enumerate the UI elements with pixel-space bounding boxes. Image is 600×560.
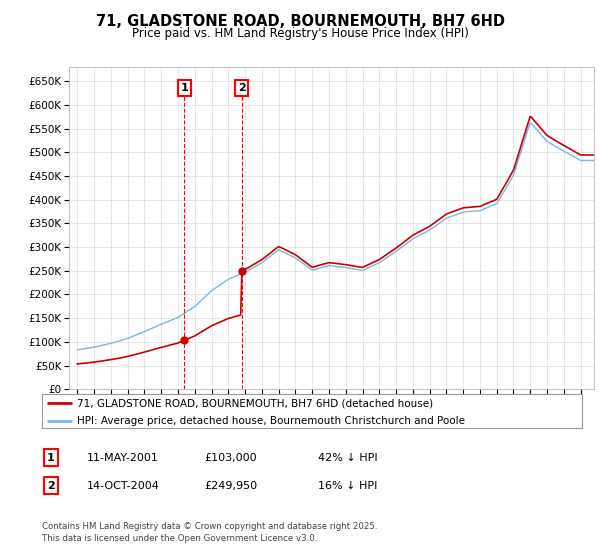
Text: £249,950: £249,950 [204,480,257,491]
Text: 1: 1 [47,452,55,463]
Text: 42% ↓ HPI: 42% ↓ HPI [318,452,377,463]
Text: 1: 1 [181,83,188,93]
Text: 14-OCT-2004: 14-OCT-2004 [87,480,160,491]
Text: 71, GLADSTONE ROAD, BOURNEMOUTH, BH7 6HD: 71, GLADSTONE ROAD, BOURNEMOUTH, BH7 6HD [95,14,505,29]
Text: 2: 2 [47,480,55,491]
Text: 11-MAY-2001: 11-MAY-2001 [87,452,159,463]
Text: 71, GLADSTONE ROAD, BOURNEMOUTH, BH7 6HD (detached house): 71, GLADSTONE ROAD, BOURNEMOUTH, BH7 6HD… [77,398,433,408]
Text: £103,000: £103,000 [204,452,257,463]
Text: Contains HM Land Registry data © Crown copyright and database right 2025.
This d: Contains HM Land Registry data © Crown c… [42,522,377,543]
Text: Price paid vs. HM Land Registry's House Price Index (HPI): Price paid vs. HM Land Registry's House … [131,27,469,40]
Text: 2: 2 [238,83,245,93]
Text: 16% ↓ HPI: 16% ↓ HPI [318,480,377,491]
Text: HPI: Average price, detached house, Bournemouth Christchurch and Poole: HPI: Average price, detached house, Bour… [77,416,465,426]
